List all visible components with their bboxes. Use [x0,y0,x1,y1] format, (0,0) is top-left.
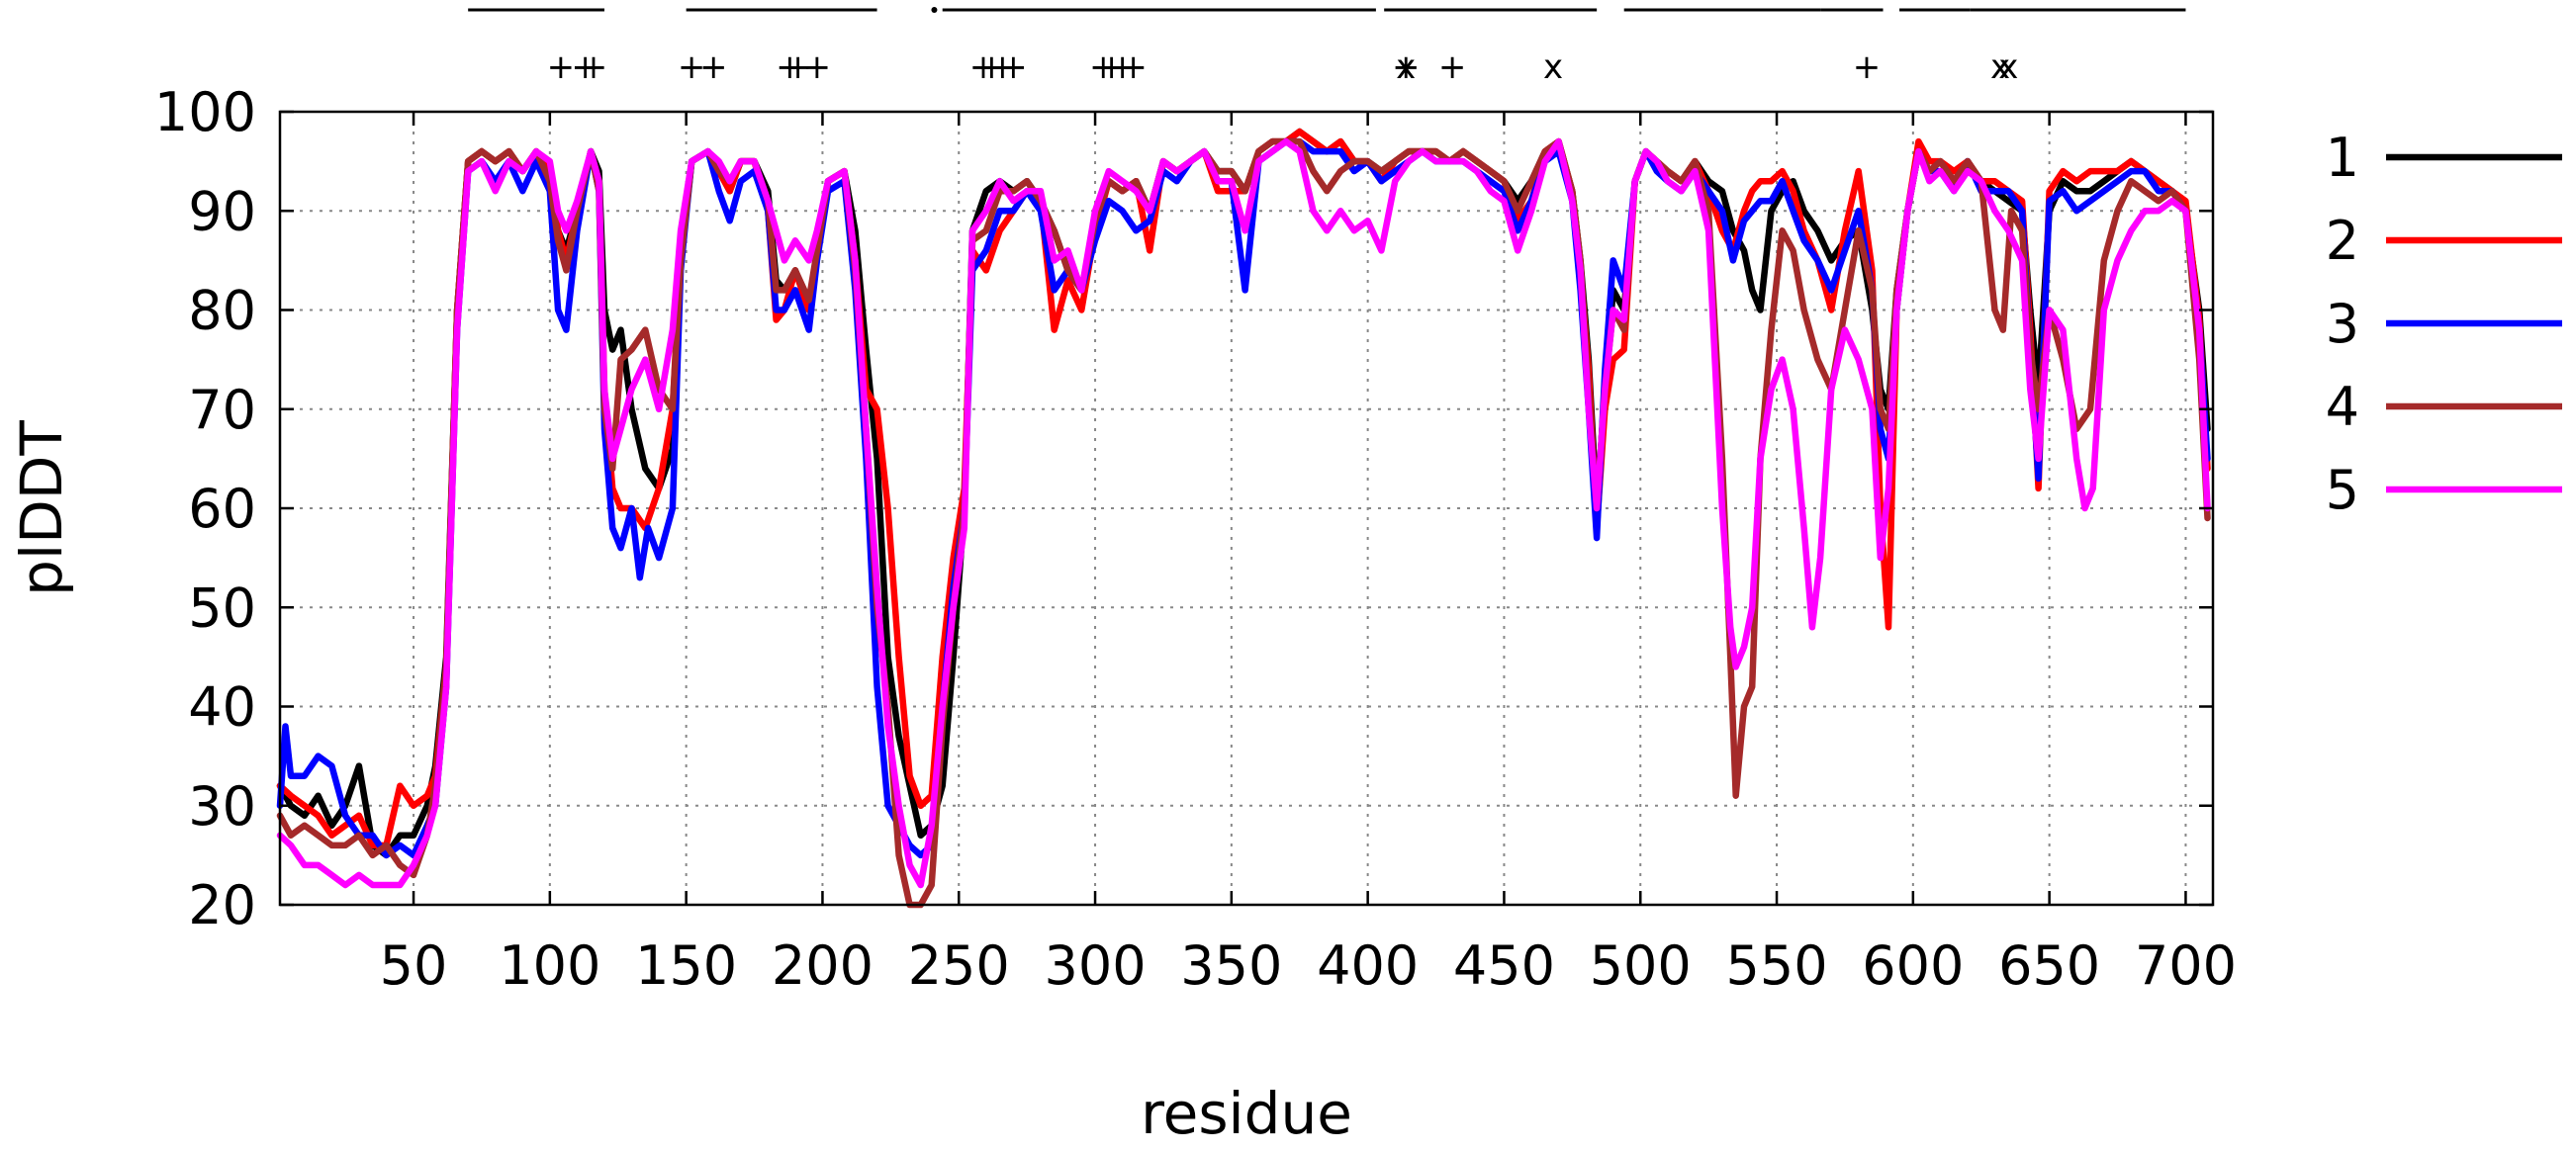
residue-marker: + [776,47,804,87]
y-tick-label: 80 [188,280,256,342]
residue-marker: + [1438,47,1467,87]
residue-marker: + [1089,47,1118,87]
x-tick-label: 650 [1998,934,2100,997]
y-tick-label: 60 [188,478,256,540]
x-tick-label: 50 [380,934,448,997]
residue-marker: x [1543,47,1563,87]
y-tick-label: 90 [188,180,256,242]
y-tick-label: 30 [188,775,256,838]
x-tick-label: 100 [499,934,600,997]
residue-marker: + [1108,47,1137,87]
tick-layer: 50 100 150 200 250 300 350 400 450 500 550 600 650 70… [154,81,2237,997]
legend-label-2: 2 [2326,210,2359,272]
residue-marker: + [783,47,812,87]
legend-label-1: 1 [2326,127,2359,189]
y-tick-label: 70 [188,379,256,441]
y-tick-label: 40 [188,676,256,739]
y-tick-label: 20 [188,874,256,936]
y-axis-label: plDDT [8,420,75,596]
residue-marker: + [1392,47,1421,87]
x-tick-label: 500 [1590,934,1692,997]
residue-marker: x [1998,47,2018,87]
residue-marker: x [1396,47,1416,87]
x-tick-label: 200 [772,934,874,997]
segment-layer [468,7,2186,13]
y-tick-label: 100 [154,81,256,143]
series-5-line [276,137,2211,889]
residue-marker: + [580,47,608,87]
x-tick-label: 150 [635,934,737,997]
series-layer [276,128,2211,909]
x-axis-label: residue [1141,1080,1352,1147]
x-tick-label: 700 [2135,934,2237,997]
residue-marker: + [999,47,1028,87]
residue-marker: + [571,47,599,87]
residue-marker: + [803,47,832,87]
grid-layer [280,112,2213,905]
legend-label-3: 3 [2326,293,2359,355]
x-tick-label: 600 [1862,934,1964,997]
y-tick-label: 50 [188,576,256,639]
legend-label-4: 4 [2326,376,2359,438]
residue-marker: + [1097,47,1126,87]
x-tick-label: 300 [1045,934,1147,997]
residue-marker: + [1853,47,1882,87]
x-tick-label: 550 [1726,934,1828,997]
marker-layer: +++ ++ +++ ++++ ++++ x+ + x + xx [547,47,2019,87]
residue-marker: + [969,47,998,87]
x-tick-label: 400 [1317,934,1419,997]
legend-label-5: 5 [2326,459,2359,521]
residue-marker: + [678,47,706,87]
residue-marker: x [1990,47,2010,87]
segment-dot [931,7,938,13]
legend: 1 2 3 4 5 [2326,127,2562,521]
residue-marker: + [547,47,576,87]
residue-marker: + [699,47,728,87]
x-tick-label: 250 [908,934,1010,997]
residue-marker: + [988,47,1017,87]
residue-marker: + [977,47,1006,87]
residue-marker: + [1119,47,1148,87]
x-tick-label: 350 [1180,934,1282,997]
x-tick-label: 450 [1453,934,1555,997]
